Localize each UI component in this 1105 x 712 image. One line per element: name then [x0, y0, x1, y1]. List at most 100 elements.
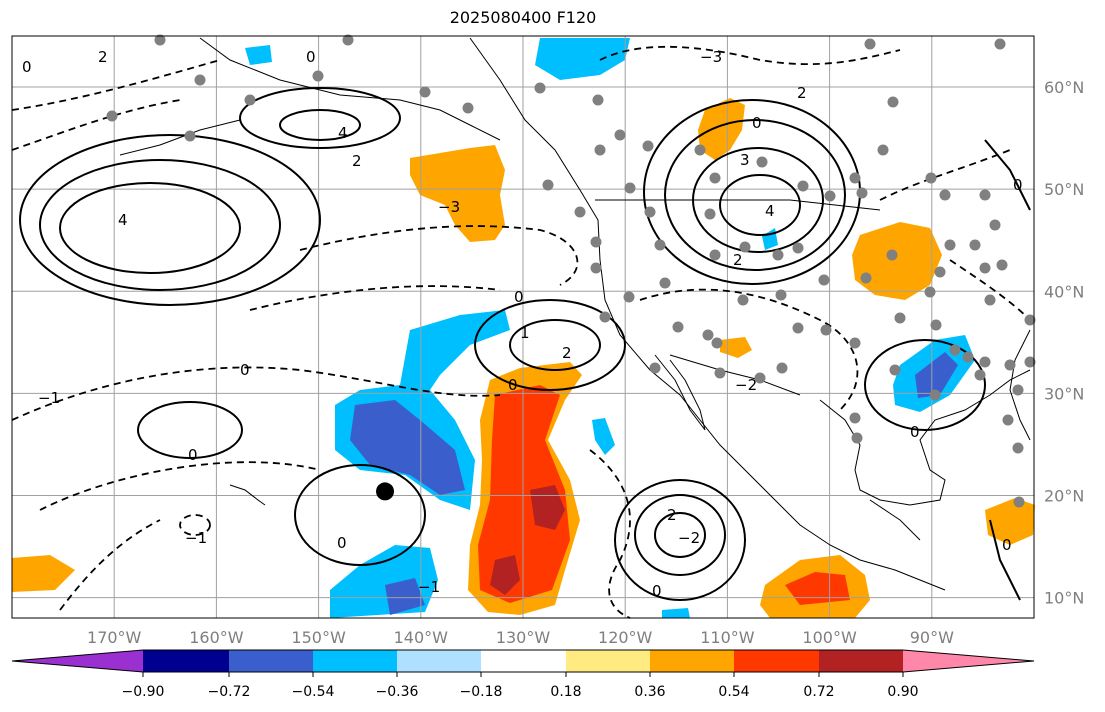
latitude-label: 50°N — [1044, 180, 1084, 199]
colorbar-segment — [397, 650, 481, 672]
contour-labels: 4 4 2 2 0 0 0 0 −1 −1 0 −3 0 1 2 0 3 4 2… — [22, 48, 1023, 600]
station-dot — [590, 236, 602, 248]
station-dots — [106, 34, 1036, 508]
longitude-label: 100°W — [802, 628, 857, 647]
longitude-label: 160°W — [189, 628, 244, 647]
station-dot — [462, 102, 474, 114]
contour-high-west-3 — [19, 134, 321, 306]
negative-anomaly-small2 — [245, 45, 272, 65]
station-dot — [886, 249, 898, 261]
colorbar-segment — [650, 650, 734, 672]
station-dot — [106, 110, 118, 122]
contour-high-alaska-1 — [279, 109, 361, 141]
station-dot — [672, 321, 684, 333]
station-dot — [711, 337, 723, 349]
station-dot — [694, 144, 706, 156]
station-dot — [996, 259, 1008, 271]
contour-label: 4 — [765, 202, 775, 220]
contour-label: 0 — [306, 48, 316, 66]
colorbar-segment — [566, 650, 650, 672]
station-dot — [818, 274, 830, 286]
station-dot — [877, 144, 889, 156]
station-dot — [709, 172, 721, 184]
coast-hawaii — [229, 484, 266, 506]
positive-anomaly-canada — [698, 98, 745, 160]
station-dot — [925, 172, 937, 184]
station-dot — [756, 156, 768, 168]
station-dot — [949, 344, 961, 356]
negative-anomaly-south-core — [385, 578, 425, 615]
station-dot — [419, 86, 431, 98]
border-us-canada — [595, 199, 881, 211]
station-dot — [194, 74, 206, 86]
contour-south-2 — [634, 494, 726, 576]
contour-label: 0 — [1013, 176, 1023, 194]
coast-aleutians — [119, 119, 241, 156]
station-dot — [1002, 414, 1014, 426]
station-dot — [979, 262, 991, 274]
longitude-label: 120°W — [598, 628, 653, 647]
contour-high-nw-2 — [692, 147, 824, 253]
coast-gulf-mexico — [819, 369, 1031, 506]
contour-label: −2 — [735, 376, 757, 394]
colorbar-ticks: −0.90 −0.72 −0.54 −0.36 −0.18 0.18 0.36 0.54 0.7… — [122, 672, 919, 700]
colorbar-tick-label: 0.36 — [634, 684, 665, 700]
station-dot — [974, 369, 986, 381]
station-dot — [702, 329, 714, 341]
contour-neg-c — [299, 225, 579, 286]
station-dot — [820, 324, 832, 336]
positive-anomaly-gulf — [410, 145, 505, 242]
contour-high-nw-1 — [719, 174, 801, 236]
coast-baja — [654, 354, 706, 431]
colorbar-tick-label: 0.90 — [887, 684, 918, 700]
positive-anomaly-caribbean — [985, 498, 1035, 545]
station-dot — [574, 206, 586, 218]
station-dot — [659, 277, 671, 289]
colorbar-tick-label: 0.72 — [803, 684, 834, 700]
colorbar-segment — [819, 650, 903, 672]
positive-anomaly-mexico-core — [785, 572, 850, 605]
contour-lines — [11, 45, 1031, 619]
colorbar-tick-label: −0.54 — [292, 684, 335, 700]
station-dot — [962, 351, 974, 363]
station-dot — [714, 367, 726, 379]
station-dot — [594, 144, 606, 156]
contour-offcoast-2 — [474, 299, 626, 391]
contour-neg-e — [11, 366, 501, 421]
contour-neg-j — [589, 449, 631, 619]
contour-label: 0 — [240, 361, 250, 379]
colorbar-segments — [11, 649, 1035, 673]
contour-label: 0 — [337, 534, 347, 552]
negative-anomaly-pacific-core — [350, 400, 465, 495]
station-dot — [934, 266, 946, 278]
station-dot — [824, 190, 836, 202]
positive-anomaly-west-edge — [12, 555, 75, 592]
colorbar-segment — [481, 650, 566, 672]
positive-anomaly-pacific-core — [478, 385, 570, 603]
longitude-label: 150°W — [291, 628, 346, 647]
contour-high-west-1 — [59, 182, 241, 274]
contour-neg-h — [599, 45, 901, 65]
contour-label: −1 — [418, 578, 440, 596]
contour-label: 4 — [338, 124, 348, 142]
gridlines — [12, 36, 1034, 618]
contour-neg-b — [11, 99, 181, 151]
longitude-label: 140°W — [394, 628, 449, 647]
station-dot — [709, 249, 721, 261]
contour-label: 0 — [652, 582, 662, 600]
station-dot — [1012, 384, 1024, 396]
station-dot — [644, 206, 656, 218]
station-dot — [542, 179, 554, 191]
contour-label: 0 — [910, 423, 920, 441]
station-dot — [887, 96, 899, 108]
contour-offcoast-1 — [509, 319, 601, 371]
contour-label: −1 — [38, 389, 60, 407]
contour-hawaii-zero — [137, 401, 243, 459]
contour-label: 2 — [352, 152, 362, 170]
station-dot — [624, 182, 636, 194]
station-dot — [1024, 314, 1036, 326]
station-dot — [590, 262, 602, 274]
station-dot — [944, 239, 956, 251]
colorbar-tick-label: 0.18 — [550, 684, 581, 700]
contour-label: −1 — [185, 529, 207, 547]
